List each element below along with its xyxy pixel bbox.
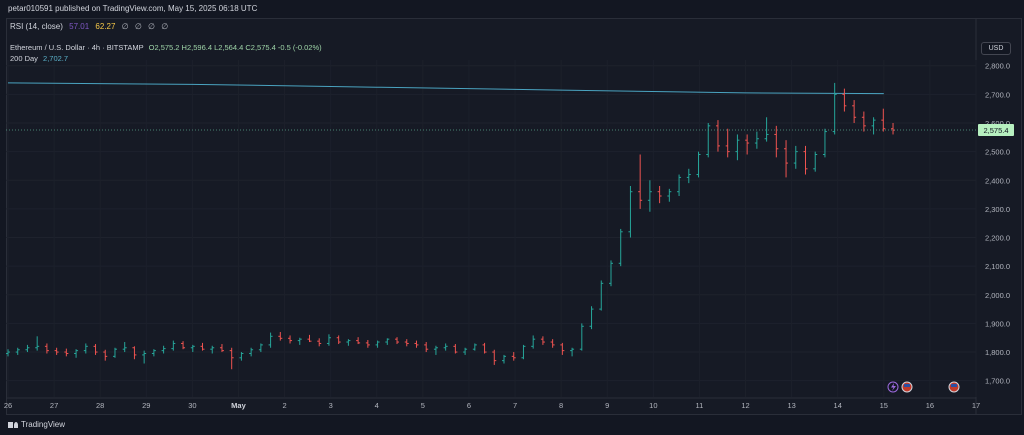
tradingview-icon [8, 421, 18, 429]
rsi-empty-values: ∅ ∅ ∅ ∅ [121, 22, 171, 31]
rsi-value-2: 62.27 [95, 22, 116, 31]
tradingview-logo[interactable]: TradingView [8, 420, 65, 429]
currency-button[interactable]: USD [981, 42, 1011, 55]
symbol-legend[interactable]: Ethereum / U.S. Dollar · 4h · BITSTAMP O… [10, 43, 322, 52]
ohlc-values: O2,575.2 H2,596.4 L2,564.4 C2,575.4 -0.5… [148, 43, 322, 52]
top-bar: petar010591 published on TradingView.com… [0, 0, 1024, 18]
ma-label: 200 Day [10, 54, 38, 63]
brand-label: TradingView [21, 420, 66, 429]
symbol-name: Ethereum / U.S. Dollar · 4h · BITSTAMP [10, 43, 144, 52]
rsi-legend[interactable]: RSI (14, close) 57.01 62.27 ∅ ∅ ∅ ∅ [10, 22, 170, 31]
ma-value: 2,702.7 [43, 54, 69, 63]
bottom-bar [0, 415, 1024, 435]
rsi-label: RSI (14, close) [10, 22, 63, 31]
published-info: petar010591 published on TradingView.com… [8, 4, 258, 13]
chart-panel[interactable] [6, 18, 1022, 415]
ma-legend[interactable]: 200 Day 2,702.7 [10, 54, 68, 63]
rsi-value-1: 57.01 [69, 22, 90, 31]
